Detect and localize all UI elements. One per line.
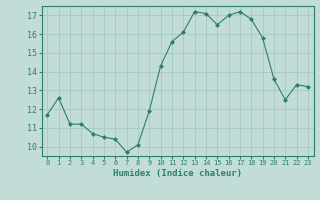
X-axis label: Humidex (Indice chaleur): Humidex (Indice chaleur) [113,169,242,178]
